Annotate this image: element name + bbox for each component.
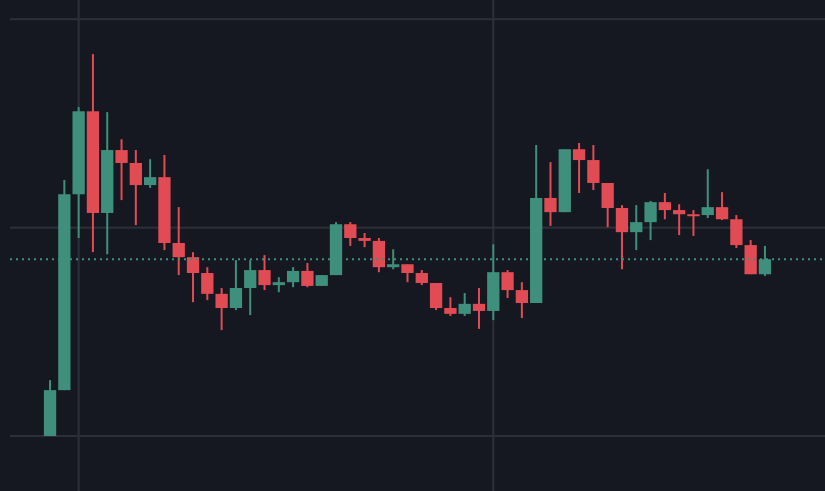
candle-body bbox=[201, 273, 214, 294]
candle-body bbox=[587, 160, 600, 183]
candle-body bbox=[673, 210, 686, 215]
candle-body bbox=[758, 259, 772, 275]
candle-body bbox=[572, 149, 586, 161]
candle-body bbox=[701, 207, 714, 216]
candle-body bbox=[615, 207, 629, 233]
candle-body bbox=[72, 111, 85, 195]
candle-body bbox=[601, 182, 614, 208]
candle-body bbox=[329, 224, 343, 276]
candle-body bbox=[401, 264, 414, 274]
candle-body bbox=[358, 237, 371, 241]
candle-body bbox=[344, 224, 357, 238]
candle-body bbox=[244, 270, 257, 289]
candle-body bbox=[258, 270, 271, 286]
candle-body bbox=[101, 150, 114, 213]
candle-body bbox=[744, 245, 757, 275]
candle-body bbox=[172, 242, 185, 258]
candle-body bbox=[658, 202, 672, 211]
candle-body bbox=[544, 197, 557, 213]
candle-body bbox=[630, 222, 643, 233]
candle-body bbox=[215, 293, 228, 309]
candle-body bbox=[687, 214, 700, 217]
candle-body bbox=[644, 202, 657, 223]
candle-body bbox=[730, 219, 743, 246]
candle-body bbox=[186, 257, 200, 274]
candle-body bbox=[487, 272, 500, 311]
candle-body bbox=[458, 303, 471, 314]
candle-body bbox=[315, 275, 328, 286]
candle-body bbox=[444, 308, 457, 314]
candle-body bbox=[715, 207, 729, 220]
candle-body bbox=[429, 283, 443, 309]
candle-body bbox=[415, 273, 428, 284]
candle-body bbox=[387, 264, 400, 268]
candle-body bbox=[143, 177, 157, 186]
candle-body bbox=[229, 288, 243, 309]
candle-body bbox=[129, 162, 142, 186]
candle-body bbox=[530, 197, 543, 304]
candle-body bbox=[272, 282, 285, 286]
candle-body bbox=[58, 194, 71, 391]
candle-body bbox=[558, 149, 571, 213]
candle-body bbox=[372, 240, 386, 268]
candle-body bbox=[515, 290, 529, 304]
candle-body bbox=[43, 390, 57, 436]
candle-body bbox=[472, 303, 486, 311]
candle-body bbox=[158, 177, 171, 243]
candle-body bbox=[501, 272, 514, 291]
candle-body bbox=[286, 270, 300, 283]
candle-body bbox=[301, 270, 314, 286]
candle-body bbox=[86, 111, 100, 213]
candle-body bbox=[115, 150, 128, 163]
